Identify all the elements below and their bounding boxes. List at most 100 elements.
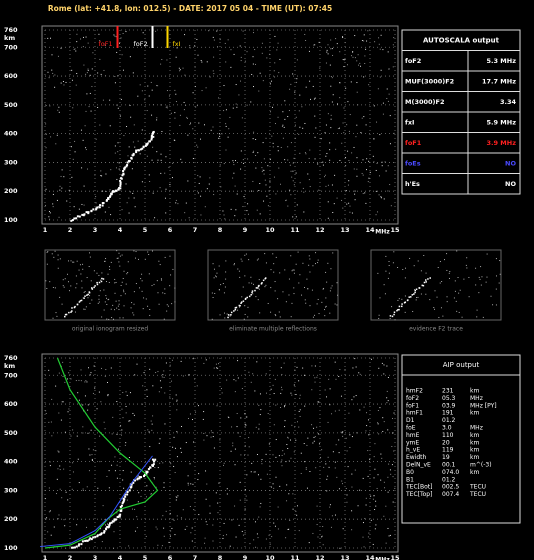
noise-dot xyxy=(158,391,160,393)
noise-dot xyxy=(354,35,356,37)
noise-dot xyxy=(345,487,347,489)
noise-dot xyxy=(351,510,353,512)
noise-dot xyxy=(304,461,306,463)
noise-dot xyxy=(272,384,274,386)
noise-dot xyxy=(258,428,260,430)
trace-dot xyxy=(119,184,122,187)
noise-dot xyxy=(153,477,155,479)
aip-cell: MHz xyxy=(470,425,483,432)
noise-dot xyxy=(220,388,222,390)
noise-dot xyxy=(187,134,189,136)
noise-dot xyxy=(49,465,51,467)
noise-dot xyxy=(86,486,88,488)
noise-dot xyxy=(218,133,220,135)
noise-dot xyxy=(86,277,88,279)
noise-dot xyxy=(374,41,376,43)
noise-dot xyxy=(103,309,105,311)
noise-dot xyxy=(353,168,355,170)
noise-dot xyxy=(225,271,227,273)
noise-dot xyxy=(171,527,173,529)
noise-dot xyxy=(223,462,225,464)
noise-dot xyxy=(80,129,82,131)
noise-dot xyxy=(379,297,381,299)
trace-dot xyxy=(89,537,92,540)
trace-dot xyxy=(258,284,260,287)
noise-dot xyxy=(76,33,78,35)
noise-dot xyxy=(272,483,274,485)
noise-dot xyxy=(179,114,181,116)
noise-dot xyxy=(348,130,350,132)
noise-dot xyxy=(339,97,341,99)
noise-dot xyxy=(306,487,308,489)
trace-dot xyxy=(79,300,82,302)
trace-dot xyxy=(92,536,95,539)
noise-dot xyxy=(52,193,54,195)
noise-dot xyxy=(288,110,290,112)
noise-dot xyxy=(381,362,383,364)
noise-dot xyxy=(463,278,465,280)
noise-dot xyxy=(91,454,93,456)
noise-dot xyxy=(250,101,252,103)
noise-dot xyxy=(98,274,100,276)
noise-dot xyxy=(63,519,65,521)
noise-dot xyxy=(456,250,458,252)
noise-dot xyxy=(252,138,254,140)
noise-dot xyxy=(142,308,144,310)
noise-dot xyxy=(193,509,195,511)
noise-dot xyxy=(82,426,84,428)
noise-dot xyxy=(91,459,93,461)
noise-dot xyxy=(296,421,298,423)
noise-dot xyxy=(212,126,214,128)
trace-dot xyxy=(75,217,78,220)
noise-dot xyxy=(402,269,404,271)
noise-dot xyxy=(210,129,212,131)
noise-dot xyxy=(281,389,283,391)
noise-dot xyxy=(112,416,114,418)
noise-dot xyxy=(374,468,376,470)
noise-dot xyxy=(486,276,488,278)
noise-dot xyxy=(197,146,199,148)
noise-dot xyxy=(280,367,282,369)
x-tick-label: 3 xyxy=(93,226,98,234)
noise-dot xyxy=(275,315,277,317)
noise-dot xyxy=(122,470,124,472)
noise-dot xyxy=(392,417,394,419)
noise-dot xyxy=(386,88,388,90)
noise-dot xyxy=(172,398,174,400)
noise-dot xyxy=(84,308,86,310)
noise-dot xyxy=(101,367,103,369)
noise-dot xyxy=(234,215,236,217)
noise-dot xyxy=(331,77,333,79)
noise-dot xyxy=(73,206,75,208)
noise-dot xyxy=(63,84,65,86)
trace-dot xyxy=(119,187,122,190)
noise-dot xyxy=(213,277,215,279)
noise-dot xyxy=(162,374,164,376)
noise-dot xyxy=(155,372,157,374)
noise-dot xyxy=(364,62,366,64)
noise-dot xyxy=(272,146,274,148)
noise-dot xyxy=(339,51,341,53)
noise-dot xyxy=(365,504,367,506)
aip-cell: 191 xyxy=(442,410,454,417)
noise-dot xyxy=(252,180,254,182)
aip-cell: hmF1 xyxy=(406,410,423,417)
noise-dot xyxy=(165,510,167,512)
noise-dot xyxy=(324,389,326,391)
aip-cell: 007.4 xyxy=(442,491,459,498)
noise-dot xyxy=(49,105,51,107)
row-value: 3.34 xyxy=(500,98,517,106)
noise-dot xyxy=(244,305,246,307)
trace-dot xyxy=(70,546,73,549)
noise-dot xyxy=(257,258,259,260)
noise-dot xyxy=(52,286,54,288)
noise-dot xyxy=(135,283,137,285)
noise-dot xyxy=(129,56,131,58)
trace-dot xyxy=(150,138,153,141)
noise-dot xyxy=(240,417,242,419)
noise-dot xyxy=(104,375,106,377)
noise-dot xyxy=(159,438,161,440)
y-tick-label: 400 xyxy=(4,130,18,138)
noise-dot xyxy=(192,358,194,360)
noise-dot xyxy=(327,44,329,46)
